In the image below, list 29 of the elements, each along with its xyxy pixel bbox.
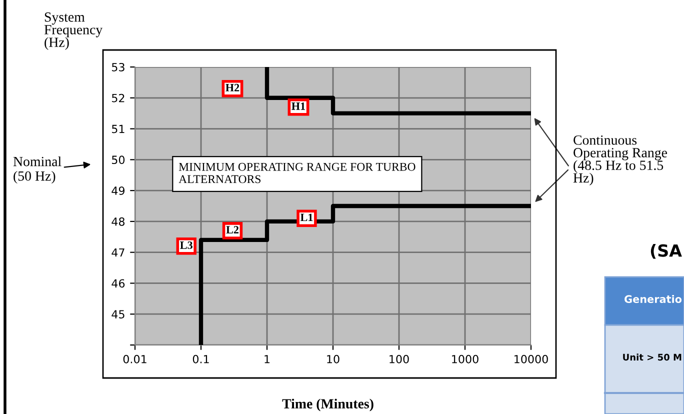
x-tick-label: 1000 xyxy=(452,354,478,364)
y-tick-label: 49 xyxy=(112,186,124,195)
annotation: L3 xyxy=(180,241,192,249)
text: Continuous Operating Range (48.5 Hz to 51.5 Hz) xyxy=(573,135,668,186)
y-tick-label: 46 xyxy=(112,279,125,288)
y-axis-title: System Frequency (Hz) xyxy=(44,12,103,50)
x-tick-label: 100 xyxy=(390,354,409,364)
annotation: L2 xyxy=(226,226,238,234)
y-tick-label: 47 xyxy=(112,248,124,257)
x-tick-label: 10 xyxy=(327,354,340,364)
annotation: H2 xyxy=(226,84,240,92)
text: Generatio xyxy=(624,294,682,304)
y-tick-label: 48 xyxy=(112,217,125,226)
text: Nominal (50 Hz) xyxy=(13,156,62,184)
y-tick-label: 51 xyxy=(112,124,124,134)
x-tick-label: 0.1 xyxy=(192,354,209,364)
y-tick-label: 53 xyxy=(112,62,124,72)
y-tick-label: 50 xyxy=(112,156,125,164)
x-axis-title: Time (Minutes) xyxy=(282,398,374,412)
x-tick-label: 1 xyxy=(264,355,270,364)
y-tick-label: 45 xyxy=(112,310,124,318)
text: (SA xyxy=(650,244,682,259)
y-tick-label: 52 xyxy=(112,94,124,102)
annotation: L1 xyxy=(300,214,313,222)
x-tick-label: 0.01 xyxy=(123,354,146,364)
annotation: H1 xyxy=(292,102,306,110)
x-tick-label: 10000 xyxy=(514,354,548,364)
annotation: MINIMUM OPERATING RANGE FOR TURBO ALTERNATORS xyxy=(178,162,416,184)
text: Unit > 50 M xyxy=(623,354,682,361)
